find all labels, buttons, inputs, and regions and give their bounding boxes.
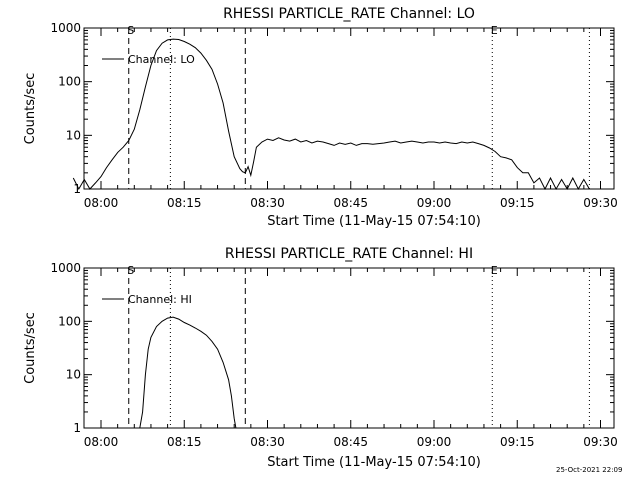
y-axis-label: Counts/sec [23, 312, 38, 384]
y-tick-label: 1 [73, 182, 81, 196]
marker-label: E [491, 24, 498, 37]
y-tick-label: 1 [73, 421, 81, 435]
x-tick-label: 09:00 [417, 435, 452, 449]
x-tick-label: 09:00 [417, 196, 452, 210]
chart-title: RHESSI PARTICLE_RATE Channel: LO [223, 6, 475, 22]
y-tick-label: 10 [66, 368, 81, 382]
chart-panel-1: RHESSI PARTICLE_RATE Channel: LO 1 10 100 10… [23, 6, 618, 229]
x-tick-label: 08:45 [333, 196, 368, 210]
x-tick-label: 09:15 [500, 435, 535, 449]
x-tick-label: 08:00 [84, 196, 119, 210]
marker-label: S [127, 24, 134, 37]
plot-frame [83, 27, 615, 190]
series-line [139, 316, 237, 429]
y-tick-label: 100 [58, 314, 81, 328]
x-tick-label: 09:15 [500, 196, 535, 210]
y-tick-label: 100 [58, 75, 81, 89]
x-tick-label: 09:30 [583, 435, 618, 449]
y-tick-label: 1000 [50, 261, 81, 275]
footer-timestamp: 25-Oct-2021 22:09 [556, 466, 623, 474]
x-axis-label: Start Time (11-May-15 07:54:10) [267, 214, 481, 229]
y-tick-label: 1000 [50, 21, 81, 35]
x-tick-label: 09:30 [583, 196, 618, 210]
x-axis-label: Start Time (11-May-15 07:54:10) [267, 455, 481, 470]
legend-label: Channel: LO [128, 53, 195, 66]
marker-label: S [127, 264, 134, 277]
x-tick-label: 08:15 [167, 435, 202, 449]
y-axis-label: Counts/sec [23, 73, 38, 145]
legend-label: Channel: HI [128, 293, 192, 306]
chart-panel-2: RHESSI PARTICLE_RATE Channel: HI 1 10 100 10… [23, 246, 618, 470]
x-tick-label: 08:30 [250, 435, 285, 449]
plot-frame [83, 267, 615, 429]
x-tick-label: 08:45 [333, 435, 368, 449]
y-tick-label: 10 [66, 128, 81, 142]
series-line [72, 38, 590, 191]
x-tick-label: 08:15 [167, 196, 202, 210]
x-tick-label: 08:00 [84, 435, 119, 449]
x-tick-label: 08:30 [250, 196, 285, 210]
marker-label: E [491, 264, 498, 277]
chart-title: RHESSI PARTICLE_RATE Channel: HI [225, 246, 473, 262]
